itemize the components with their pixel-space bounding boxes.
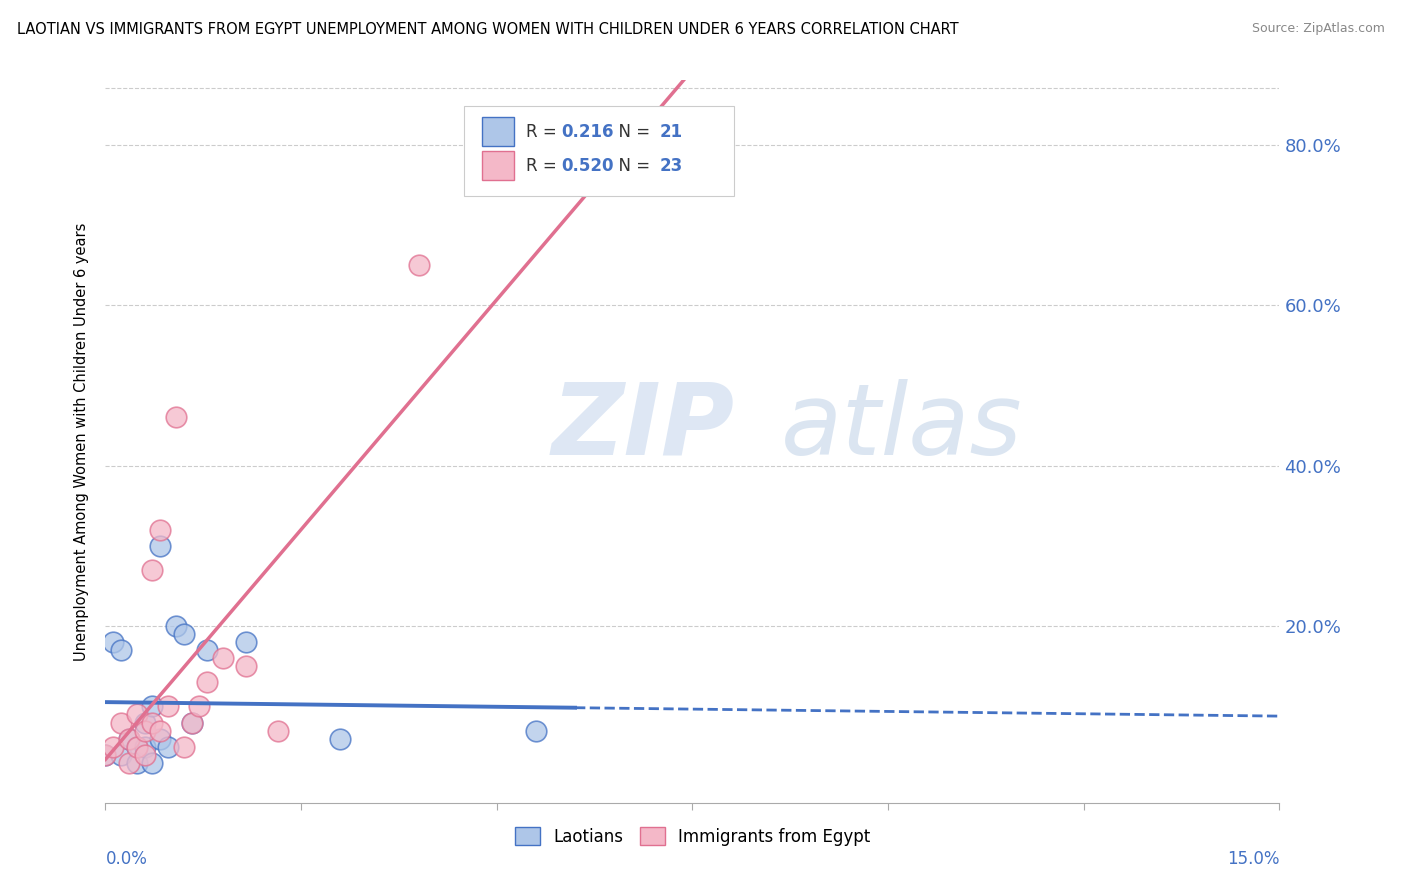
Point bbox=[134, 747, 156, 762]
Point bbox=[125, 707, 148, 722]
Text: ZIP: ZIP bbox=[551, 378, 734, 475]
Text: 21: 21 bbox=[659, 122, 683, 141]
Text: 0.0%: 0.0% bbox=[105, 850, 148, 868]
Legend: Laotians, Immigrants from Egypt: Laotians, Immigrants from Egypt bbox=[508, 821, 877, 852]
Text: LAOTIAN VS IMMIGRANTS FROM EGYPT UNEMPLOYMENT AMONG WOMEN WITH CHILDREN UNDER 6 : LAOTIAN VS IMMIGRANTS FROM EGYPT UNEMPLO… bbox=[17, 22, 959, 37]
FancyBboxPatch shape bbox=[482, 151, 515, 180]
Point bbox=[110, 747, 132, 762]
Point bbox=[235, 635, 257, 649]
Point bbox=[110, 643, 132, 657]
Point bbox=[149, 523, 172, 537]
FancyBboxPatch shape bbox=[482, 117, 515, 146]
Point bbox=[110, 715, 132, 730]
Point bbox=[103, 635, 125, 649]
Point bbox=[173, 627, 195, 641]
Point bbox=[235, 659, 257, 673]
Point bbox=[125, 739, 148, 754]
Text: N =: N = bbox=[607, 122, 655, 141]
Point bbox=[125, 739, 148, 754]
Point bbox=[173, 739, 195, 754]
Point bbox=[195, 675, 218, 690]
Point bbox=[125, 756, 148, 770]
Point bbox=[134, 723, 156, 738]
Point bbox=[118, 731, 141, 746]
Point bbox=[149, 723, 172, 738]
Point bbox=[118, 731, 141, 746]
Point bbox=[141, 699, 163, 714]
Point bbox=[141, 563, 163, 577]
Point bbox=[94, 747, 117, 762]
Point bbox=[408, 258, 430, 272]
Point bbox=[165, 410, 187, 425]
Point bbox=[149, 539, 172, 553]
Text: Source: ZipAtlas.com: Source: ZipAtlas.com bbox=[1251, 22, 1385, 36]
Point bbox=[149, 731, 172, 746]
Y-axis label: Unemployment Among Women with Children Under 6 years: Unemployment Among Women with Children U… bbox=[75, 222, 90, 661]
Point bbox=[329, 731, 352, 746]
Text: 15.0%: 15.0% bbox=[1227, 850, 1279, 868]
Point bbox=[157, 699, 180, 714]
Point bbox=[141, 756, 163, 770]
Point bbox=[157, 739, 180, 754]
Point bbox=[524, 723, 547, 738]
Text: N =: N = bbox=[607, 156, 655, 175]
Point bbox=[180, 715, 202, 730]
Text: atlas: atlas bbox=[780, 378, 1022, 475]
Point bbox=[165, 619, 187, 633]
Point bbox=[103, 739, 125, 754]
Point bbox=[134, 715, 156, 730]
Point bbox=[195, 643, 218, 657]
Point bbox=[94, 747, 117, 762]
Point bbox=[180, 715, 202, 730]
Point bbox=[141, 715, 163, 730]
Text: R =: R = bbox=[526, 156, 562, 175]
FancyBboxPatch shape bbox=[464, 105, 734, 196]
Point bbox=[134, 739, 156, 754]
Point bbox=[266, 723, 288, 738]
Point bbox=[188, 699, 211, 714]
Point bbox=[211, 651, 233, 665]
Text: 0.520: 0.520 bbox=[561, 156, 613, 175]
Point bbox=[118, 756, 141, 770]
Text: 0.216: 0.216 bbox=[561, 122, 613, 141]
Text: 23: 23 bbox=[659, 156, 683, 175]
Text: R =: R = bbox=[526, 122, 562, 141]
